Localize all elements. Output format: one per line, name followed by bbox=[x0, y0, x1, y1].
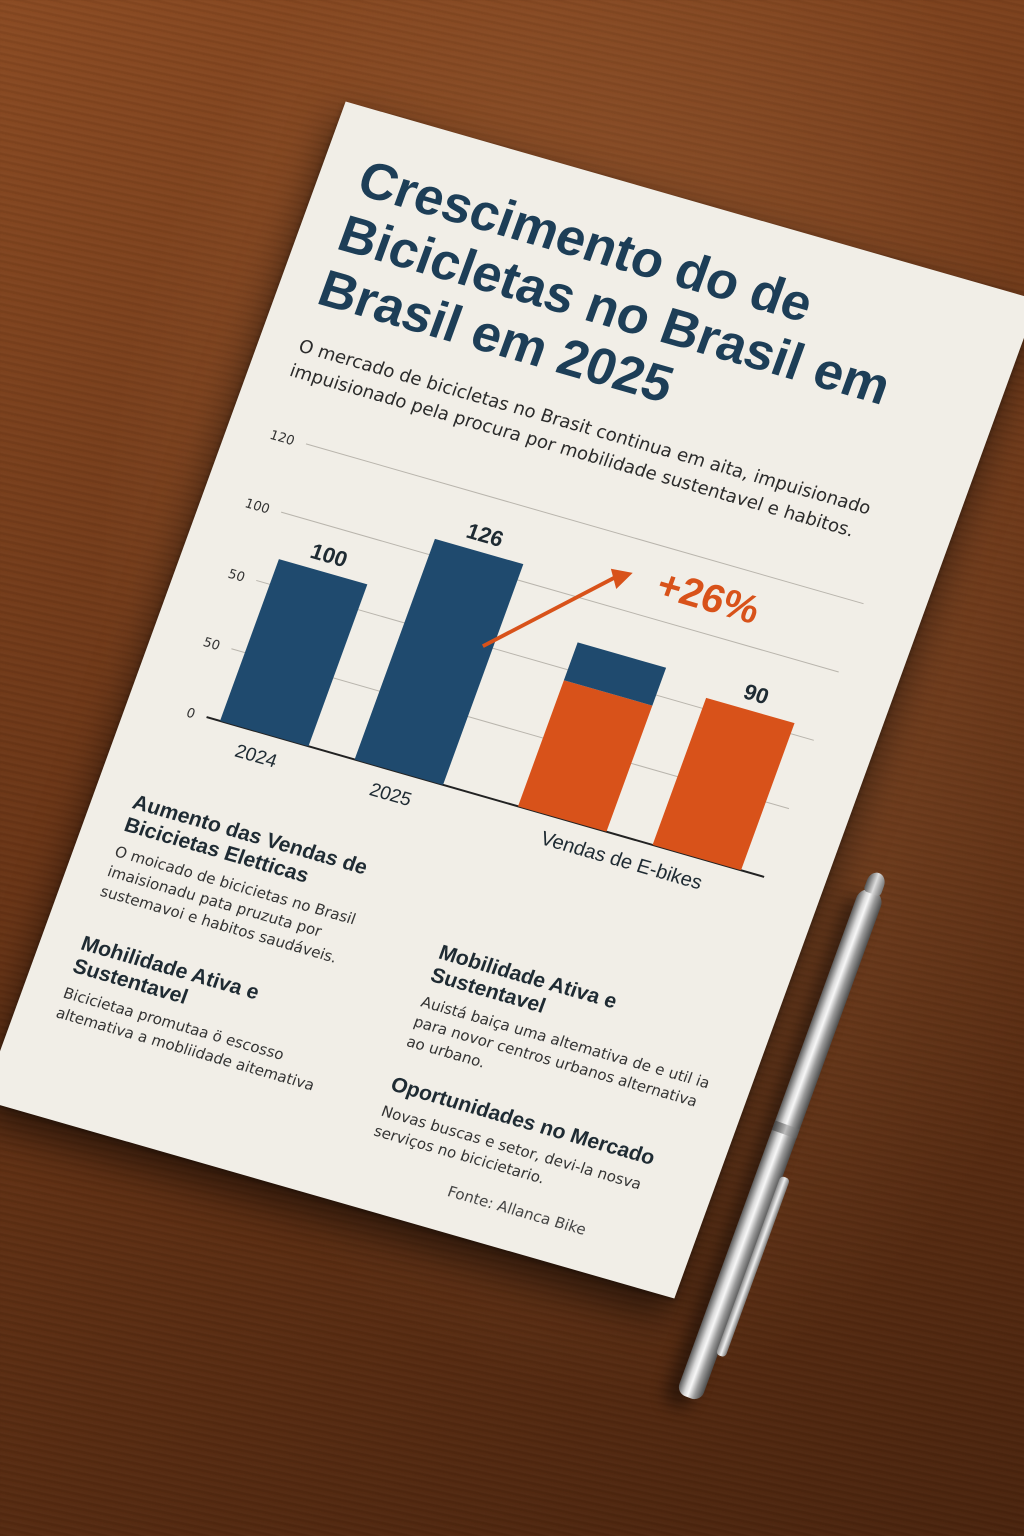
bar-value-label: 126 bbox=[463, 518, 507, 552]
y-tick-label: 120 bbox=[268, 428, 297, 449]
x-tick-label: 2024 bbox=[232, 741, 280, 773]
y-tick-label: 50 bbox=[226, 567, 247, 586]
growth-arrow-line bbox=[481, 573, 620, 648]
pen-band bbox=[771, 1120, 800, 1139]
gridline bbox=[305, 443, 864, 605]
gridline bbox=[280, 511, 839, 673]
y-tick-label: 50 bbox=[201, 635, 222, 654]
bar-segment-orange bbox=[518, 680, 653, 832]
pen-tip bbox=[863, 870, 888, 897]
bar-value-label: 100 bbox=[307, 538, 351, 572]
growth-arrow-head bbox=[610, 568, 633, 589]
infographic-paper: Crescimento do de Bicicletas no Brasil e… bbox=[0, 101, 1024, 1299]
bar-segment-navy bbox=[220, 559, 368, 747]
bar-segment-orange bbox=[652, 697, 795, 871]
bar-segment-navy bbox=[563, 642, 667, 706]
y-tick-label: 100 bbox=[243, 496, 272, 517]
bar-segment-navy bbox=[354, 538, 524, 785]
bar-chart: 120 100 50 50 0 100 2024 126 2025 90 Vendas de E-b… bbox=[128, 399, 893, 939]
y-tick-label: 0 bbox=[184, 706, 197, 722]
pen-clip bbox=[715, 1175, 791, 1358]
x-tick-label: 2025 bbox=[367, 780, 415, 811]
bar-value-label: 90 bbox=[740, 679, 772, 709]
growth-annotation: +26% bbox=[651, 563, 765, 633]
